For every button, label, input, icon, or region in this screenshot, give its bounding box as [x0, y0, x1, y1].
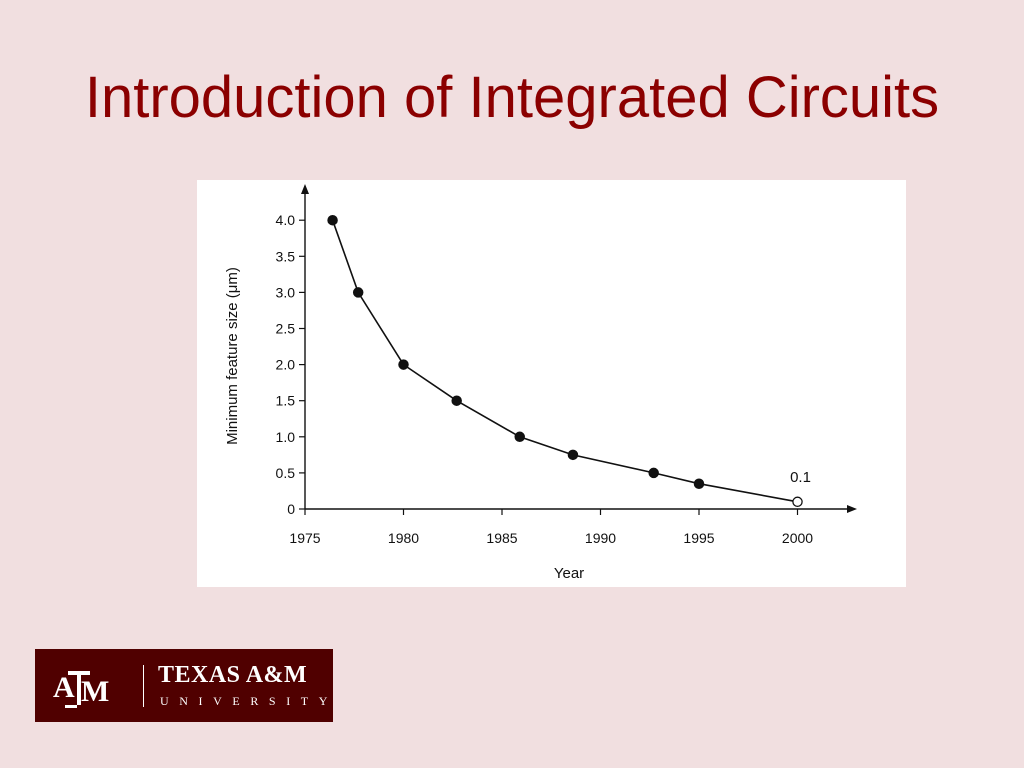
- x-tick-label: 1980: [388, 530, 419, 546]
- annotation-label: 0.1: [790, 469, 811, 486]
- data-point: [398, 359, 409, 370]
- data-point: [352, 287, 364, 298]
- y-tick-label: 2.5: [276, 321, 296, 337]
- logo-name: TEXAS A&M: [158, 662, 308, 688]
- x-tick-label: 2000: [782, 530, 813, 546]
- y-axis-label: Minimum feature size (μm): [224, 267, 241, 445]
- x-axis-label: Year: [554, 565, 584, 582]
- atm-monogram-icon: A M: [53, 671, 109, 708]
- data-point-open: [792, 496, 803, 508]
- university-logo: A M TEXAS A&M UNIVERSITY: [35, 649, 333, 722]
- data-point: [451, 395, 462, 406]
- chart-ticks: 0 0.5 1.0 1.5 2.0 2.5 3.0 3.5 4.0 1975 1980 1985 199…: [276, 212, 814, 546]
- y-tick-label: 1.5: [276, 393, 296, 409]
- x-axis-arrow: [847, 505, 857, 513]
- svg-text:A: A: [53, 671, 75, 704]
- x-tick-label: 1975: [289, 530, 320, 546]
- chart-series: 0.1: [327, 214, 811, 508]
- svg-text:M: M: [81, 675, 109, 708]
- x-tick-label: 1995: [683, 530, 714, 546]
- chart-panel: 0 0.5 1.0 1.5 2.0 2.5 3.0 3.5 4.0 1975 1980 1985 199…: [197, 180, 906, 587]
- y-axis-arrow: [301, 184, 309, 194]
- logo-subtitle: UNIVERSITY: [160, 694, 338, 708]
- y-tick-label: 4.0: [276, 212, 296, 228]
- x-tick-label: 1985: [486, 530, 517, 546]
- data-point: [327, 214, 338, 226]
- data-point: [514, 431, 525, 443]
- y-tick-label: 2.0: [276, 357, 296, 373]
- slide-title: Introduction of Integrated Circuits: [84, 65, 940, 130]
- data-point: [567, 449, 579, 461]
- logo-divider: [143, 665, 144, 707]
- y-tick-label: 3.0: [276, 284, 296, 300]
- feature-size-chart: 0 0.5 1.0 1.5 2.0 2.5 3.0 3.5 4.0 1975 1980 1985 199…: [224, 184, 857, 582]
- y-tick-label: 1.0: [276, 429, 296, 445]
- y-tick-label: 0: [287, 501, 295, 517]
- chart-axes: [301, 184, 857, 513]
- data-point: [693, 478, 705, 489]
- y-tick-label: 0.5: [276, 465, 296, 481]
- y-tick-label: 3.5: [276, 248, 296, 264]
- x-tick-label: 1990: [585, 530, 616, 546]
- data-point: [648, 467, 659, 479]
